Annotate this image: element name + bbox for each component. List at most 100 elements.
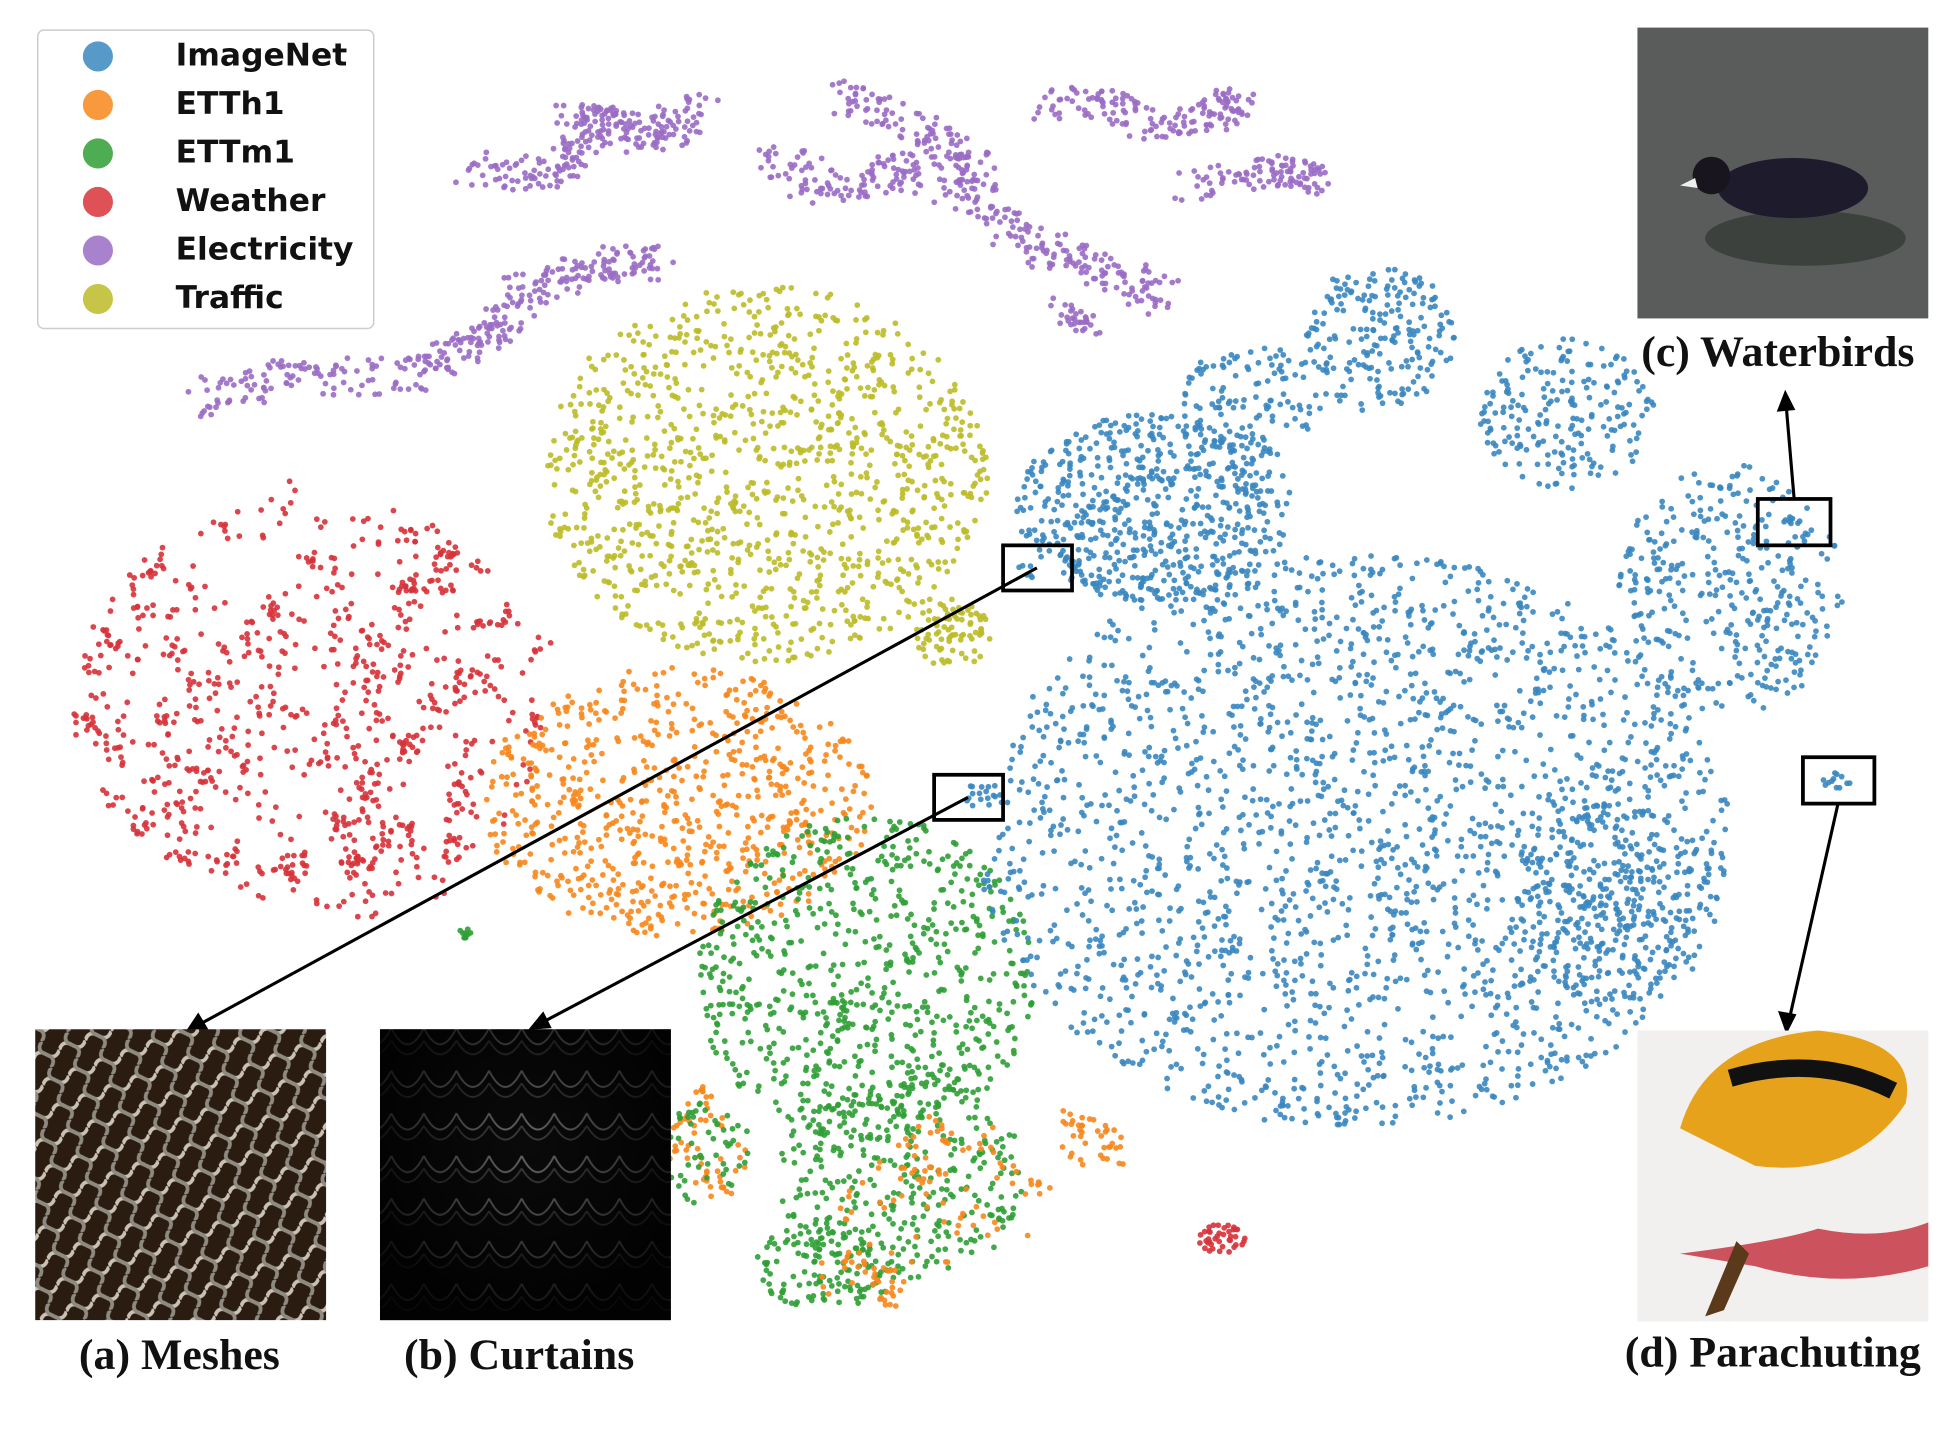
point <box>763 585 770 592</box>
point <box>723 484 730 491</box>
point <box>1079 1114 1086 1121</box>
point <box>1007 896 1014 903</box>
point <box>914 533 920 539</box>
point <box>926 861 933 867</box>
point <box>973 918 980 925</box>
point <box>848 491 855 497</box>
point <box>963 993 970 1000</box>
point <box>644 529 651 536</box>
point <box>785 549 792 556</box>
point <box>205 669 212 676</box>
point <box>911 601 918 608</box>
point <box>365 357 372 363</box>
point <box>773 623 779 630</box>
point <box>804 828 811 835</box>
point <box>785 789 792 796</box>
point <box>354 368 360 374</box>
point <box>620 881 626 888</box>
point <box>871 387 878 393</box>
point <box>778 912 785 919</box>
point <box>685 891 692 898</box>
point <box>534 714 541 721</box>
point <box>900 900 907 906</box>
point <box>800 1097 806 1104</box>
point <box>433 567 440 573</box>
point <box>384 756 390 763</box>
point <box>846 806 853 812</box>
point <box>950 904 957 910</box>
point <box>533 767 540 774</box>
point <box>1110 109 1117 116</box>
point <box>864 362 871 369</box>
point <box>929 922 936 928</box>
point <box>786 459 793 466</box>
point <box>670 131 677 138</box>
point <box>713 849 720 856</box>
point <box>151 741 157 748</box>
point <box>863 470 870 476</box>
point <box>592 710 599 717</box>
point <box>821 1088 828 1094</box>
point <box>662 841 669 848</box>
point <box>908 1045 915 1052</box>
point <box>1132 101 1139 107</box>
point <box>573 120 580 127</box>
point <box>591 103 597 109</box>
point <box>639 259 646 266</box>
point <box>993 233 1000 240</box>
point <box>808 589 815 595</box>
point <box>850 788 857 795</box>
point <box>998 1135 1005 1142</box>
point <box>839 997 846 1004</box>
point <box>739 739 746 746</box>
point <box>749 715 756 722</box>
point <box>462 788 469 795</box>
point <box>967 632 973 639</box>
point <box>332 362 339 369</box>
point <box>720 1184 727 1191</box>
point <box>663 581 670 588</box>
point <box>979 931 986 938</box>
point <box>793 701 800 707</box>
point <box>964 876 971 882</box>
point <box>910 526 917 533</box>
point <box>884 1137 891 1144</box>
point <box>797 398 804 405</box>
point <box>843 565 850 571</box>
point <box>944 1071 951 1078</box>
point <box>176 853 183 860</box>
point <box>839 1095 846 1101</box>
point <box>259 394 266 401</box>
point <box>1177 106 1183 112</box>
point <box>787 409 794 416</box>
point <box>275 671 282 678</box>
point <box>762 1022 769 1029</box>
point <box>554 183 561 190</box>
point <box>453 809 460 816</box>
point <box>119 762 125 769</box>
point <box>814 457 821 463</box>
point <box>901 170 907 176</box>
point <box>1129 285 1135 291</box>
point <box>936 176 943 183</box>
point <box>716 843 723 850</box>
point <box>632 322 638 329</box>
point <box>802 1009 809 1016</box>
point <box>803 1036 809 1043</box>
point <box>107 642 113 649</box>
point <box>867 496 874 502</box>
point <box>864 1041 871 1048</box>
point <box>267 683 274 690</box>
point <box>674 507 681 514</box>
point <box>234 714 240 721</box>
point <box>1083 280 1090 287</box>
point <box>344 355 351 362</box>
point <box>798 938 804 944</box>
point <box>572 445 579 452</box>
point <box>686 128 693 134</box>
point <box>256 710 263 717</box>
point <box>420 704 427 711</box>
point <box>201 408 207 414</box>
point <box>1231 1244 1238 1251</box>
point <box>442 628 448 635</box>
